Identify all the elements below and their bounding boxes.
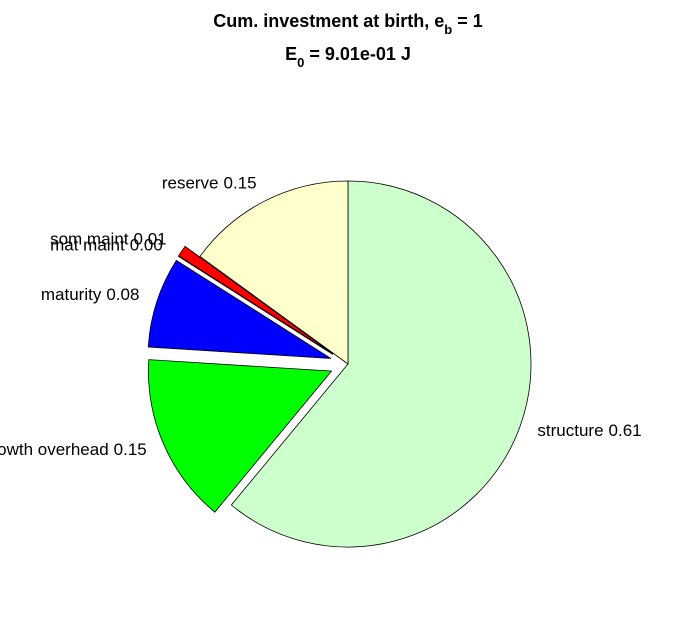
- slice-label: structure 0.61: [537, 422, 641, 441]
- slice-value: 0.08: [106, 286, 139, 305]
- slice-name: growth overhead: [0, 441, 109, 460]
- slice-name: mat maint: [50, 236, 125, 255]
- slice-name: structure: [537, 422, 603, 441]
- chart-title: E0 = 9.01e-01 J: [285, 44, 411, 70]
- slice-value: 0.00: [130, 236, 163, 255]
- slice-label: reserve 0.15: [162, 174, 257, 193]
- slice-label: som maint 0.01: [50, 230, 167, 249]
- chart-title: Cum. investment at birth, eb = 1: [213, 11, 483, 37]
- slice-value: 0.01: [134, 230, 167, 249]
- title-part: E: [285, 44, 297, 64]
- pie-slice: [148, 359, 333, 513]
- pie-slice: [178, 255, 334, 355]
- slice-label: mat maint 0.00: [50, 236, 163, 255]
- slice-label: growth overhead 0.15: [0, 441, 147, 460]
- pie-slice: [199, 180, 349, 365]
- title-part: b: [444, 22, 452, 37]
- pie-slice: [178, 245, 334, 355]
- slice-name: maturity: [41, 286, 102, 305]
- slice-label: maturity 0.08: [41, 286, 140, 305]
- title-part: Cum. investment at birth, e: [213, 11, 444, 31]
- slice-value: 0.61: [609, 422, 642, 441]
- slice-name: som maint: [50, 230, 129, 249]
- slice-value: 0.15: [224, 174, 257, 193]
- slice-value: 0.15: [114, 441, 147, 460]
- title-part: 0: [297, 55, 304, 70]
- pie-slice: [230, 180, 532, 548]
- title-part: = 1: [452, 11, 483, 31]
- title-part: = 9.01e-01 J: [304, 44, 411, 64]
- slice-name: reserve: [162, 174, 219, 193]
- pie-slice: [147, 259, 332, 359]
